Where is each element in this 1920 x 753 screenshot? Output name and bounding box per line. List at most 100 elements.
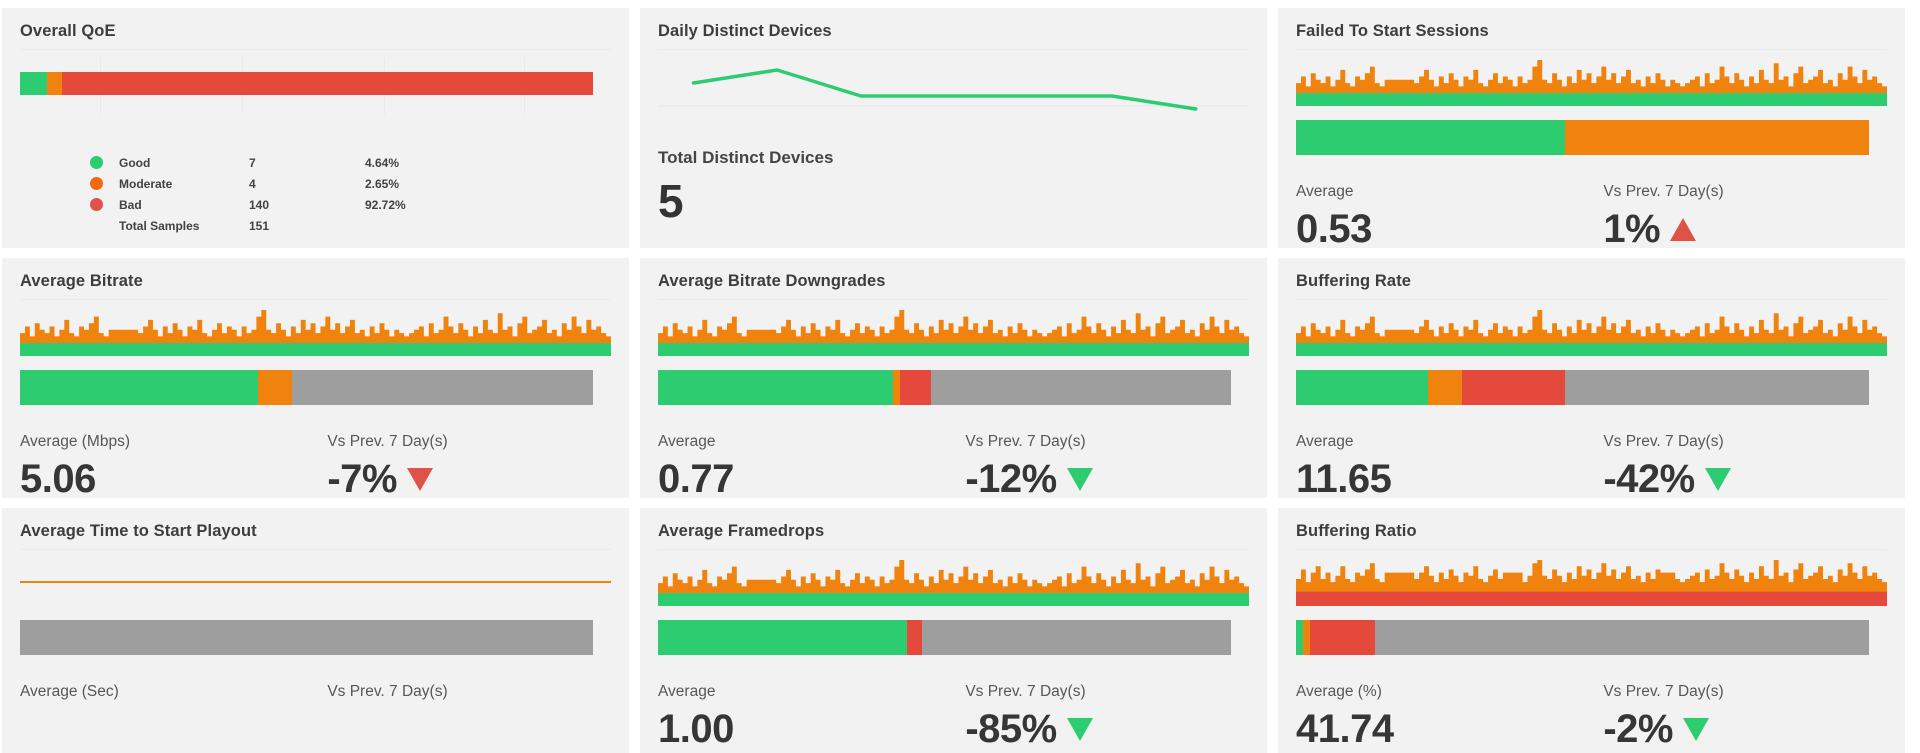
distribution-bar (20, 370, 593, 405)
bar-segment (46, 72, 62, 95)
average-value: 11.65 (1296, 457, 1392, 498)
trend-up-icon (1670, 218, 1697, 241)
bar-segment (892, 370, 900, 405)
bitrate-sparkline-chart (20, 308, 611, 356)
trend-down-icon (1066, 468, 1093, 491)
legend-count: 4 (249, 176, 256, 191)
metrics-row: Average (Sec) Vs Prev. 7 Day(s) (20, 683, 611, 707)
legend-row: Bad 140 92.72% (90, 196, 611, 213)
bar-segment (899, 370, 932, 405)
panel-average-bitrate-downgrades[interactable]: Average Bitrate Downgrades Average 0.77 … (640, 258, 1267, 498)
average-value: 1.00 (658, 707, 734, 751)
bar-segment (1309, 620, 1376, 655)
average-label: Average (Sec) (20, 683, 119, 700)
sessions-sparkline-chart (1296, 58, 1887, 106)
panel-buffering-rate[interactable]: Buffering Rate Average 11.65 Vs Prev. 7 … (1278, 258, 1905, 498)
metrics-row: Average 1.00 Vs Prev. 7 Day(s) -85% (658, 683, 1249, 752)
daily-devices-line-chart (658, 56, 1249, 120)
vs-prev-value: -7% (327, 457, 397, 498)
trend-down-icon (1704, 468, 1731, 491)
buffering-rate-sparkline-chart (1296, 308, 1887, 356)
bar-segment (20, 620, 593, 655)
panel-title: Average Bitrate Downgrades (658, 272, 1249, 300)
total-distinct-devices-label: Total Distinct Devices (658, 148, 834, 167)
good-legend-dot-icon (90, 156, 103, 169)
framedrops-sparkline-chart (658, 558, 1249, 606)
vs-prev-value: -12% (965, 457, 1057, 498)
panel-overall-qoe[interactable]: Overall QoE Good 7 4.64% Moderate 4 2.65… (2, 8, 629, 248)
average-label: Average (1296, 183, 1354, 200)
bar-segment (1565, 120, 1869, 155)
metrics-row: Average 11.65 Vs Prev. 7 Day(s) -42% (1296, 433, 1887, 498)
qoe-stacked-bar-chart (20, 58, 611, 114)
panel-title: Daily Distinct Devices (658, 22, 1249, 50)
legend-row: Moderate 4 2.65% (90, 175, 611, 192)
bar-segment (922, 620, 1231, 655)
panel-daily-distinct-devices[interactable]: Daily Distinct Devices Total Distinct De… (640, 8, 1267, 248)
panel-average-framedrops[interactable]: Average Framedrops Average 1.00 Vs Prev.… (640, 508, 1267, 753)
vs-prev-label: Vs Prev. 7 Day(s) (327, 683, 448, 700)
distribution-bar (1296, 370, 1869, 405)
panel-average-bitrate[interactable]: Average Bitrate Average (Mbps) 5.06 Vs P… (2, 258, 629, 498)
vs-prev-label: Vs Prev. 7 Day(s) (965, 433, 1086, 450)
panel-title: Average Framedrops (658, 522, 1249, 550)
vs-prev-value: -42% (1603, 457, 1695, 498)
bar-segment (61, 72, 593, 95)
panel-title: Overall QoE (20, 22, 611, 50)
legend-row: Good 7 4.64% (90, 154, 611, 171)
trend-down-icon (406, 468, 433, 491)
distribution-bar (1296, 120, 1869, 155)
bar-segment (931, 370, 1231, 405)
average-label: Average (658, 433, 716, 450)
trend-down-icon (1682, 718, 1709, 741)
bar-segment (292, 370, 593, 405)
bar-segment (20, 370, 258, 405)
bar-segment (20, 72, 47, 95)
vs-prev-value: 1% (1603, 207, 1661, 248)
legend-count: 7 (249, 155, 256, 170)
legend-percent: 92.72% (365, 197, 406, 212)
bar-segment (658, 370, 893, 405)
vs-prev-label: Vs Prev. 7 Day(s) (1603, 683, 1724, 700)
vs-prev-label: Vs Prev. 7 Day(s) (1603, 433, 1724, 450)
metrics-row: Average 0.77 Vs Prev. 7 Day(s) -12% (658, 433, 1249, 498)
metrics-row: Average 0.53 Vs Prev. 7 Day(s) 1% (1296, 183, 1887, 248)
vs-prev-label: Vs Prev. 7 Day(s) (965, 683, 1086, 700)
average-value: 5.06 (20, 457, 96, 498)
total-distinct-devices-value: 5 (658, 175, 684, 227)
metrics-row: Average (Mbps) 5.06 Vs Prev. 7 Day(s) -7… (20, 433, 611, 498)
average-value: 41.74 (1296, 707, 1394, 751)
panel-failed-to-start-sessions[interactable]: Failed To Start Sessions Average 0.53 Vs… (1278, 8, 1905, 248)
qoe-distribution-bar (20, 72, 593, 95)
qoe-legend: Good 7 4.64% Moderate 4 2.65% Bad 140 92… (90, 154, 611, 234)
panel-title: Failed To Start Sessions (1296, 22, 1887, 50)
bar-segment (1462, 370, 1566, 405)
bar-segment (1427, 370, 1463, 405)
downgrades-sparkline-chart (658, 308, 1249, 356)
bar-segment (1302, 620, 1310, 655)
legend-label: Good (119, 155, 151, 170)
distribution-bar (20, 620, 593, 655)
panel-title: Average Time to Start Playout (20, 522, 611, 550)
bad-legend-dot-icon (90, 198, 103, 211)
trend-down-icon (1066, 718, 1093, 741)
legend-label: Bad (119, 197, 142, 212)
legend-row: Total Samples 151 (90, 217, 611, 234)
panel-buffering-ratio[interactable]: Buffering Ratio Average (%) 41.74 Vs Pre… (1278, 508, 1905, 753)
panel-title: Buffering Ratio (1296, 522, 1887, 550)
bar-segment (1565, 370, 1869, 405)
moderate-legend-dot-icon (90, 177, 103, 190)
average-label: Average (Mbps) (20, 433, 130, 450)
legend-count: 140 (249, 197, 270, 212)
distribution-bar (658, 370, 1231, 405)
bar-segment (658, 620, 908, 655)
time-to-start-sparkline-chart (20, 558, 611, 606)
legend-label: Total Samples (119, 218, 200, 233)
average-value: 0.53 (1296, 207, 1372, 248)
average-label: Average (1296, 433, 1354, 450)
legend-percent: 4.64% (365, 155, 400, 170)
vs-prev-label: Vs Prev. 7 Day(s) (1603, 183, 1724, 200)
panel-average-time-to-start-playout[interactable]: Average Time to Start Playout Average (S… (2, 508, 629, 753)
bar-segment (1296, 370, 1428, 405)
